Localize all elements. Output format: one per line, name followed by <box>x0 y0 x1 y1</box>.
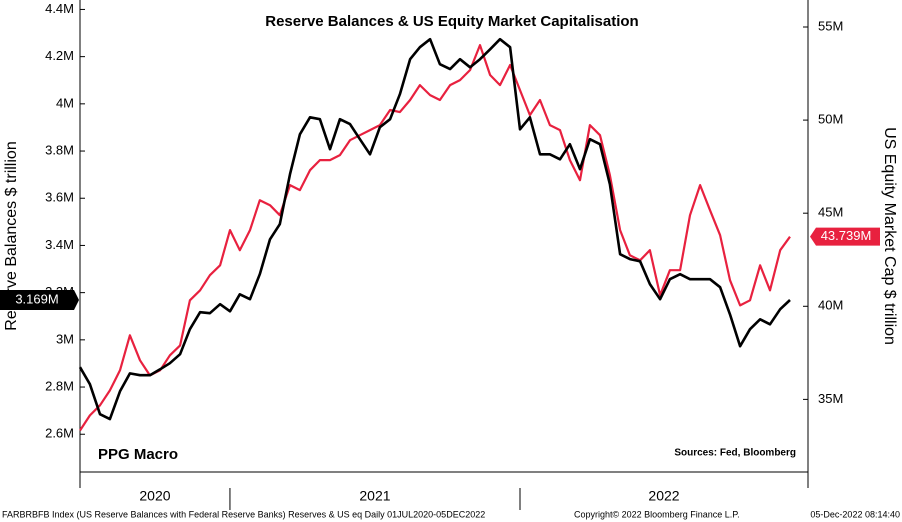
y-tick-label: 3.4M <box>45 237 74 252</box>
y-axis-title: Reserve Balances $ trillion <box>3 141 20 330</box>
last-value-badge <box>0 289 79 310</box>
y-tick-label: 4.2M <box>45 48 74 63</box>
x-tick-label: 2022 <box>648 488 679 504</box>
y-tick-label: 3.8M <box>45 142 74 157</box>
y-tick-label: 2.8M <box>45 378 74 393</box>
y-tick-label: 2.6M <box>45 426 74 441</box>
last-value-label: 43.739M <box>821 228 872 243</box>
last-value-badge <box>810 227 880 246</box>
last-value-label: 3.169M <box>15 291 58 306</box>
x-tick-label: 2021 <box>359 488 390 504</box>
series-line <box>78 37 791 421</box>
y2-tick-label: 50M <box>818 112 843 127</box>
footer: FARBRBFB Index (US Reserve Balances with… <box>2 509 485 519</box>
footer: 05-Dec-2022 08:14:40 <box>810 509 900 519</box>
y2-tick-label: 55M <box>818 18 843 33</box>
x-tick-label: 2020 <box>139 488 170 504</box>
series-line <box>79 44 791 432</box>
annotation: Sources: Fed, Bloomberg <box>674 448 796 459</box>
y-tick-label: 3.6M <box>45 190 74 205</box>
y2-tick-label: 35M <box>818 391 843 406</box>
y2-axis-title: US Equity Market Cap $ trillion <box>881 127 898 345</box>
y-tick-label: 4.4M <box>45 1 74 16</box>
annotation: PPG Macro <box>98 446 178 463</box>
y-tick-label: 3M <box>56 331 74 346</box>
y2-tick-label: 40M <box>818 298 843 313</box>
chart-title: Reserve Balances & US Equity Market Capi… <box>265 13 638 30</box>
y2-tick-label: 45M <box>818 205 843 220</box>
footer: Copyright© 2022 Bloomberg Finance L.P. <box>574 509 740 519</box>
y-tick-label: 4M <box>56 95 74 110</box>
